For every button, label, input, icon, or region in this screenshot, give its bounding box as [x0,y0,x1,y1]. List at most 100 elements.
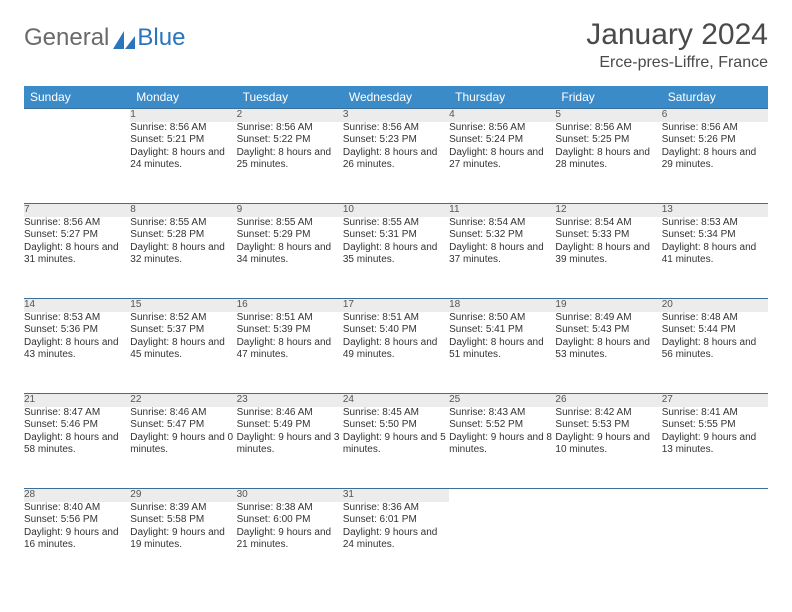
day-cell: Sunrise: 8:56 AMSunset: 5:26 PMDaylight:… [662,122,768,204]
daylight-text: Daylight: 8 hours and 31 minutes. [24,242,130,267]
sunset-text: Sunset: 5:23 PM [343,134,449,147]
day-number [662,489,768,502]
sunrise-text: Sunrise: 8:56 AM [24,217,130,230]
daylight-text: Daylight: 9 hours and 8 minutes. [449,432,555,457]
daylight-text: Daylight: 9 hours and 16 minutes. [24,527,130,552]
day-body-row: Sunrise: 8:56 AMSunset: 5:21 PMDaylight:… [24,122,768,204]
daylight-text: Daylight: 9 hours and 5 minutes. [343,432,449,457]
day-cell: Sunrise: 8:55 AMSunset: 5:31 PMDaylight:… [343,217,449,299]
day-body-row: Sunrise: 8:47 AMSunset: 5:46 PMDaylight:… [24,407,768,489]
day-number: 14 [24,299,130,312]
sunrise-text: Sunrise: 8:52 AM [130,312,236,325]
day-number-row: 123456 [24,109,768,122]
sunset-text: Sunset: 6:01 PM [343,514,449,527]
day-cell: Sunrise: 8:56 AMSunset: 5:23 PMDaylight:… [343,122,449,204]
day-cell: Sunrise: 8:42 AMSunset: 5:53 PMDaylight:… [555,407,661,489]
weekday-header: Friday [555,86,661,109]
day-cell: Sunrise: 8:52 AMSunset: 5:37 PMDaylight:… [130,312,236,394]
day-cell: Sunrise: 8:51 AMSunset: 5:40 PMDaylight:… [343,312,449,394]
sunset-text: Sunset: 5:52 PM [449,419,555,432]
day-number: 19 [555,299,661,312]
day-cell [24,122,130,204]
daylight-text: Daylight: 8 hours and 29 minutes. [662,147,768,172]
sunset-text: Sunset: 5:53 PM [555,419,661,432]
sunrise-text: Sunrise: 8:53 AM [662,217,768,230]
day-cell: Sunrise: 8:56 AMSunset: 5:24 PMDaylight:… [449,122,555,204]
daylight-text: Daylight: 8 hours and 47 minutes. [237,337,343,362]
sunrise-text: Sunrise: 8:42 AM [555,407,661,420]
day-cell: Sunrise: 8:47 AMSunset: 5:46 PMDaylight:… [24,407,130,489]
sunrise-text: Sunrise: 8:48 AM [662,312,768,325]
daylight-text: Daylight: 8 hours and 26 minutes. [343,147,449,172]
day-number: 20 [662,299,768,312]
logo-text-general: General [24,24,109,52]
day-number: 17 [343,299,449,312]
title-block: January 2024 Erce-pres-Liffre, France [586,18,768,72]
sunrise-text: Sunrise: 8:50 AM [449,312,555,325]
weekday-header: Saturday [662,86,768,109]
daylight-text: Daylight: 8 hours and 24 minutes. [130,147,236,172]
page-header: General Blue January 2024 Erce-pres-Liff… [24,18,768,72]
day-body-row: Sunrise: 8:40 AMSunset: 5:56 PMDaylight:… [24,502,768,584]
sunset-text: Sunset: 5:46 PM [24,419,130,432]
sunset-text: Sunset: 5:47 PM [130,419,236,432]
daylight-text: Daylight: 9 hours and 24 minutes. [343,527,449,552]
day-cell: Sunrise: 8:55 AMSunset: 5:29 PMDaylight:… [237,217,343,299]
day-number [24,109,130,122]
sunset-text: Sunset: 5:33 PM [555,229,661,242]
daylight-text: Daylight: 8 hours and 27 minutes. [449,147,555,172]
sunset-text: Sunset: 5:29 PM [237,229,343,242]
day-cell: Sunrise: 8:36 AMSunset: 6:01 PMDaylight:… [343,502,449,584]
day-cell: Sunrise: 8:46 AMSunset: 5:47 PMDaylight:… [130,407,236,489]
sunset-text: Sunset: 5:22 PM [237,134,343,147]
sunset-text: Sunset: 5:43 PM [555,324,661,337]
day-number-row: 21222324252627 [24,394,768,407]
month-title: January 2024 [586,18,768,52]
sunrise-text: Sunrise: 8:53 AM [24,312,130,325]
day-number: 12 [555,204,661,217]
sunrise-text: Sunrise: 8:56 AM [237,122,343,135]
daylight-text: Daylight: 9 hours and 3 minutes. [237,432,343,457]
logo-text-blue: Blue [137,24,185,52]
day-number: 9 [237,204,343,217]
daylight-text: Daylight: 8 hours and 37 minutes. [449,242,555,267]
daylight-text: Daylight: 8 hours and 32 minutes. [130,242,236,267]
day-number: 7 [24,204,130,217]
logo: General Blue [24,24,185,52]
day-cell [449,502,555,584]
day-number: 21 [24,394,130,407]
sunrise-text: Sunrise: 8:36 AM [343,502,449,515]
daylight-text: Daylight: 8 hours and 35 minutes. [343,242,449,267]
day-number: 22 [130,394,236,407]
sunrise-text: Sunrise: 8:55 AM [237,217,343,230]
sunrise-text: Sunrise: 8:38 AM [237,502,343,515]
day-number: 25 [449,394,555,407]
day-cell: Sunrise: 8:56 AMSunset: 5:27 PMDaylight:… [24,217,130,299]
day-cell: Sunrise: 8:39 AMSunset: 5:58 PMDaylight:… [130,502,236,584]
day-cell [662,502,768,584]
sunrise-text: Sunrise: 8:40 AM [24,502,130,515]
sunrise-text: Sunrise: 8:56 AM [555,122,661,135]
sunrise-text: Sunrise: 8:54 AM [555,217,661,230]
weekday-header: Tuesday [237,86,343,109]
sunset-text: Sunset: 5:34 PM [662,229,768,242]
weekday-header: Monday [130,86,236,109]
daylight-text: Daylight: 8 hours and 45 minutes. [130,337,236,362]
day-number: 31 [343,489,449,502]
day-cell: Sunrise: 8:38 AMSunset: 6:00 PMDaylight:… [237,502,343,584]
day-number: 23 [237,394,343,407]
sunset-text: Sunset: 5:31 PM [343,229,449,242]
daylight-text: Daylight: 9 hours and 0 minutes. [130,432,236,457]
day-number: 13 [662,204,768,217]
sunrise-text: Sunrise: 8:39 AM [130,502,236,515]
logo-sail-icon [113,31,135,49]
sunrise-text: Sunrise: 8:43 AM [449,407,555,420]
day-cell: Sunrise: 8:54 AMSunset: 5:33 PMDaylight:… [555,217,661,299]
day-number: 6 [662,109,768,122]
weekday-header: Thursday [449,86,555,109]
daylight-text: Daylight: 8 hours and 43 minutes. [24,337,130,362]
day-cell: Sunrise: 8:53 AMSunset: 5:34 PMDaylight:… [662,217,768,299]
day-cell: Sunrise: 8:56 AMSunset: 5:22 PMDaylight:… [237,122,343,204]
day-number: 27 [662,394,768,407]
daylight-text: Daylight: 8 hours and 25 minutes. [237,147,343,172]
